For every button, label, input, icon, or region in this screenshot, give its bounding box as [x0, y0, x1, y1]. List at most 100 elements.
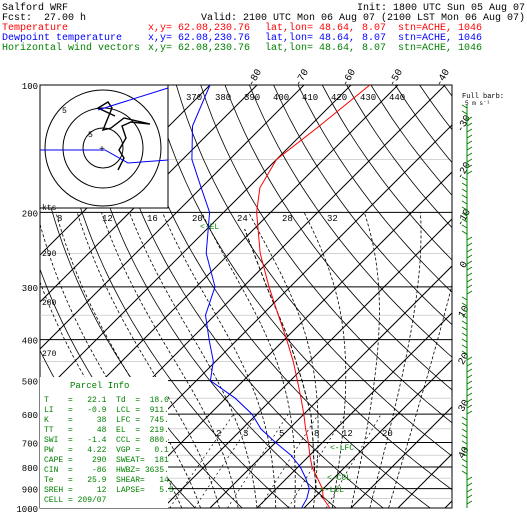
- temperature-tick-label: 10: [457, 304, 473, 320]
- model-name: Salford WRF: [2, 2, 68, 14]
- theta-e-label: 32: [327, 214, 338, 224]
- moist-adiabat-line: [248, 212, 319, 508]
- dry-adiabat-line: [321, 85, 452, 261]
- moist-adiabat-line: [101, 212, 239, 508]
- parcel-info-row: TT = 48 EL = 219.: [44, 426, 169, 435]
- theta-label: 370: [186, 93, 202, 103]
- dry-adiabat-line: [78, 85, 337, 508]
- parcel-info-row: T = 22.1 Td = 18.6: [44, 396, 169, 405]
- theta-e-label: 20: [192, 214, 203, 224]
- dry-adiabat-line: [54, 85, 290, 508]
- dry-adiabat-line: [248, 85, 452, 358]
- dry-adiabat-line: [297, 85, 452, 293]
- level-annotation: <-CCL: [327, 474, 351, 483]
- moist-adiabat-line: [303, 212, 347, 508]
- parcel-info-panel: [40, 377, 168, 508]
- hodograph-trace: [96, 101, 151, 171]
- dry-adiabat-line: [200, 85, 452, 424]
- isotherm-line: [303, 359, 452, 508]
- legend-stn: stn=ACHE, 1046: [398, 43, 482, 54]
- parcel-info-row: CIN = -86 HWBZ= 3635.: [44, 466, 169, 475]
- dry-adiabat-line: [346, 85, 452, 229]
- potential-temp-label: 270: [42, 350, 57, 359]
- legend-latlon: lat,lon= 48.64,: [265, 22, 355, 34]
- isotherm-line: [115, 171, 452, 508]
- theta-e-label: 16: [147, 214, 158, 224]
- theta-label: 400: [273, 93, 289, 103]
- hodograph-blue-line: [97, 87, 169, 111]
- moist-adiabat-line: [76, 212, 220, 508]
- theta-label: 390: [244, 93, 260, 103]
- temperature-tick-label: -50: [387, 68, 406, 89]
- theta-label: 440: [389, 93, 405, 103]
- theta-e-label: 8: [57, 214, 62, 224]
- pressure-tick-label: 400: [22, 337, 38, 347]
- wind-barbs: [461, 104, 473, 508]
- isotherm-line: [0, 85, 22, 508]
- hodograph-ring-label: 5: [88, 131, 93, 140]
- dry-adiabat-line: [273, 85, 452, 326]
- mixing-ratio-label: 20: [382, 429, 393, 439]
- barb-legend-title: Full barb:: [462, 93, 504, 101]
- moist-adiabat-line: [201, 212, 296, 508]
- valid-time: Valid: 2100 UTC Mon 06 Aug 07 (2100 LST …: [201, 12, 525, 24]
- level-annotation: <-EL: [200, 223, 219, 232]
- moist-adiabat-line: [369, 212, 422, 508]
- barb-legend-unit: 5 m s⁻¹: [465, 100, 490, 107]
- parcel-info-row: SWI = -1.4 CCL = 880.: [44, 436, 169, 445]
- mixing-ratio-line: [227, 414, 289, 508]
- isotherm-line: [492, 85, 527, 508]
- temperature-tick-label: 20: [457, 351, 473, 367]
- parcel-info-row: K = 38 LFC = 745.: [44, 416, 169, 425]
- parcel-info-row: CAPE = 290 SWEAT= 181: [44, 456, 169, 465]
- mixing-ratio-label: 8: [314, 429, 319, 439]
- mixing-ratio-line: [325, 414, 382, 508]
- mixing-ratio-line: [169, 414, 234, 508]
- isotherm-line: [397, 453, 452, 508]
- legend-latlon: lat,lon= 48.64,: [265, 32, 355, 44]
- fcst-label: Fcst:: [2, 13, 32, 24]
- parcel-info-row: LI = -0.9 LCL = 911.: [44, 406, 169, 415]
- parcel-info-row: CELL = 209/07: [44, 496, 107, 505]
- legend-lon: 8.07: [362, 23, 386, 34]
- mixing-ratio-label: 12: [342, 429, 353, 439]
- dry-adiabat-line: [468, 85, 527, 517]
- legend-lon: 8.07: [362, 33, 386, 44]
- legend-label: Dewpoint temperature: [2, 32, 122, 44]
- isotherm-line: [40, 85, 352, 397]
- mixing-ratio-line: [194, 414, 258, 508]
- moist-adiabat-line: [161, 212, 277, 508]
- temperature-line: [256, 85, 371, 508]
- moist-adiabat-line: [350, 212, 380, 508]
- dewpoint-line: [191, 85, 310, 508]
- parcel-path-line: [244, 228, 324, 499]
- dry-adiabat-line: [370, 85, 452, 196]
- theta-label: 380: [215, 93, 231, 103]
- isotherm-line: [444, 500, 452, 508]
- temperature-tick-label: 0: [458, 260, 471, 271]
- hodograph-ring: [82, 127, 124, 169]
- isotherm-line: [209, 265, 452, 508]
- pressure-tick-label: 100: [22, 82, 38, 92]
- legend-stn: stn=ACHE, 1046: [398, 33, 482, 44]
- parcel-info-row: Te = 25.9 SHEAR= 14.: [44, 476, 174, 485]
- pressure-tick-label: 200: [22, 209, 38, 219]
- theta-label: 430: [360, 93, 376, 103]
- temperature-tick-label: -80: [246, 68, 265, 89]
- fcst-value: 27.00 h: [44, 12, 86, 24]
- theta-e-label: 28: [282, 214, 293, 224]
- moist-adiabat-line: [40, 280, 164, 508]
- dry-adiabat-line: [151, 85, 452, 491]
- legend-xy: x,y= 62.08,230.76: [148, 23, 250, 34]
- pressure-tick-label: 1000: [16, 505, 38, 515]
- legend-stn: stn=ACHE, 1046: [398, 23, 482, 34]
- dry-adiabat-line: [443, 85, 452, 97]
- pressure-tick-label: 900: [22, 486, 38, 496]
- isotherm-line: [40, 85, 305, 350]
- legend-xy: x,y= 62.08,230.76: [148, 33, 250, 44]
- level-annotation: <-LCL: [320, 486, 344, 495]
- temperature-tick-label: -40: [434, 68, 453, 89]
- theta-e-label: 12: [102, 214, 113, 224]
- dry-adiabat-line: [102, 85, 384, 508]
- parcel-info-row: SREH = 12 LAPSE= 5.5: [44, 486, 174, 495]
